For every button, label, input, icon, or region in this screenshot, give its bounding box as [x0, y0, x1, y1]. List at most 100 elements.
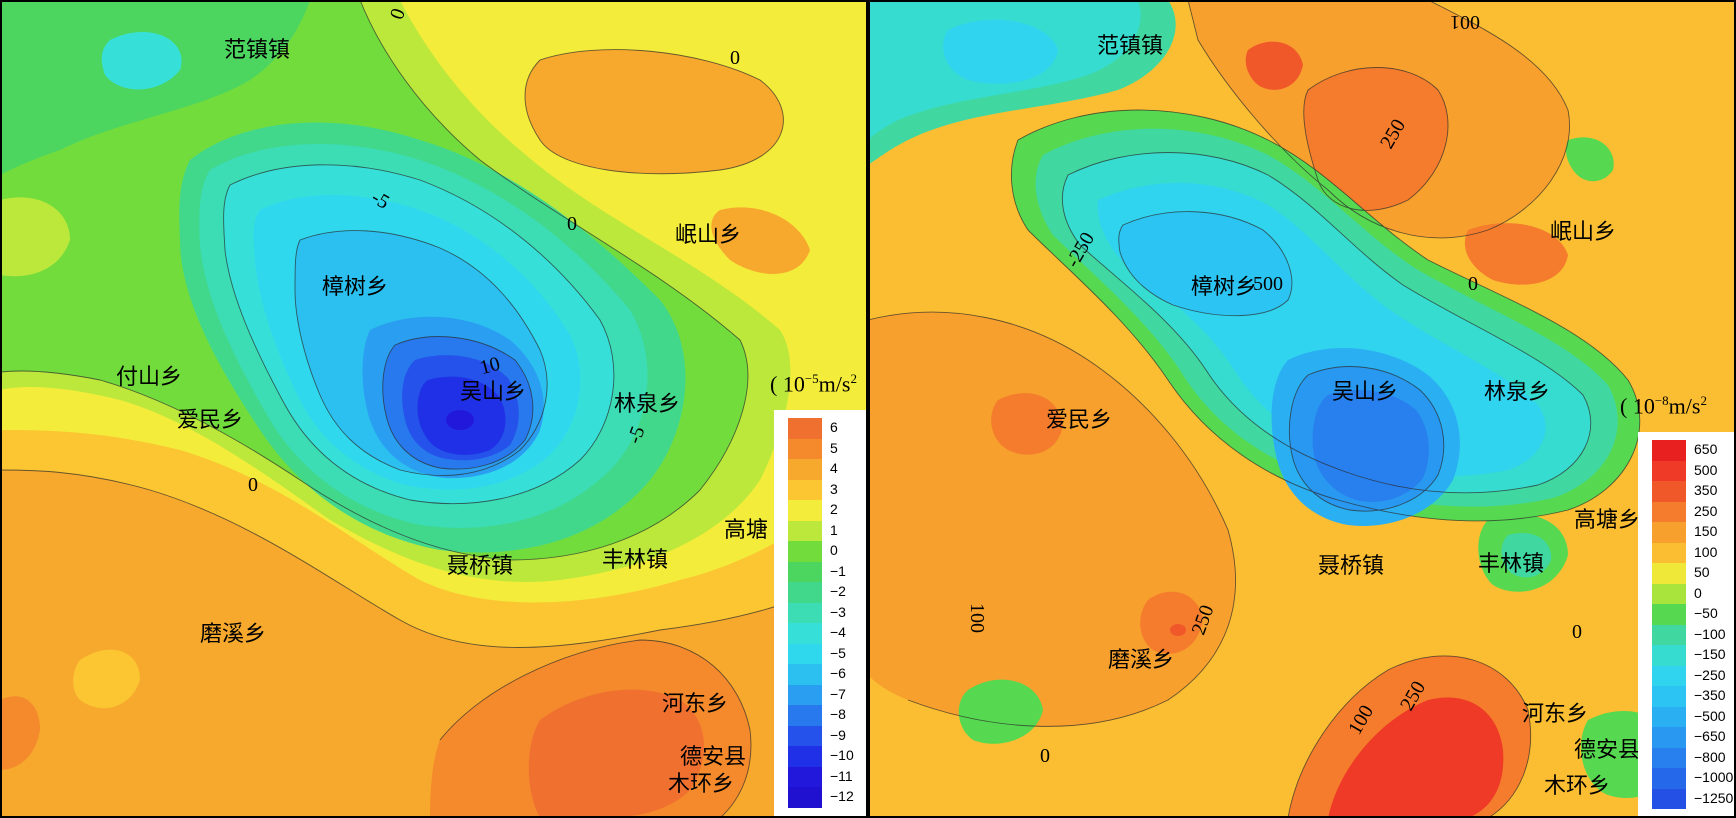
place-label: 河东乡: [1522, 702, 1589, 727]
place-label: 德安县: [1574, 738, 1641, 763]
legend-swatch: [788, 479, 822, 500]
contour-label: 0: [730, 47, 740, 69]
legend-tick-label: 3: [830, 480, 838, 497]
bouguer-gravity-map: 范镇镇 岷山乡 樟树乡 付山乡 爱民乡 吴山乡 林泉乡 高塘 聂桥镇 丰林镇 磨…: [0, 0, 868, 818]
legend-tick-label: −4: [830, 624, 846, 640]
legend-tick-label: 1: [830, 521, 838, 538]
color-legend: 650 500 350 250 150 100 50 0 −50 −100 −150 −250 −350…: [1638, 432, 1734, 816]
legend-tick-label: −1250: [1694, 789, 1734, 806]
right-contour-map: [868, 0, 1736, 818]
legend-swatch: [788, 520, 822, 541]
place-label: 爱民乡: [177, 408, 244, 433]
legend-tick-label: −8: [830, 706, 846, 722]
legend-swatch: [788, 664, 822, 685]
legend-swatch: [1652, 583, 1686, 604]
contour-label: 0: [1572, 621, 1582, 643]
legend-swatch: [788, 705, 822, 726]
legend-swatch: [788, 766, 822, 787]
legend-swatch: [788, 459, 822, 480]
place-label: 林泉乡: [614, 392, 681, 417]
legend-tick-label: 100: [1694, 543, 1718, 560]
legend-swatch: [1652, 706, 1686, 727]
legend-swatch: [788, 582, 822, 603]
place-label: 付山乡: [116, 365, 183, 390]
place-label: 磨溪乡: [1108, 648, 1175, 673]
legend-swatch: [1652, 665, 1686, 686]
unit-label: ( 10−5m/s2: [770, 371, 857, 397]
place-label: 岷山乡: [675, 223, 742, 248]
legend-swatch: [788, 746, 822, 767]
place-label: 高塘: [724, 518, 769, 543]
place-label: 木环乡: [1544, 774, 1611, 799]
legend-swatch: [788, 684, 822, 705]
legend-tick-label: −2: [830, 583, 846, 599]
legend-tick-label: 6: [830, 419, 838, 435]
place-label: 爱民乡: [1046, 408, 1113, 433]
legend-tick-label: −11: [830, 767, 853, 784]
legend-tick-label: 500: [1694, 461, 1718, 478]
place-label: 范镇镇: [224, 38, 291, 63]
color-legend: 6 5 4 3 2 1 0 −1 −2 −3 −4 −5 −6 −7 −8 −9 −10 −11 −12: [774, 410, 866, 816]
legend-tick-label: −5: [830, 644, 846, 661]
legend-tick-label: −12: [830, 788, 854, 804]
place-label: 范镇镇: [1097, 34, 1164, 59]
legend-tick-label: 250: [1694, 502, 1718, 519]
legend-swatch: [1652, 542, 1686, 563]
legend-swatch: [1652, 686, 1686, 707]
legend-swatch: [788, 541, 822, 562]
place-label: 吴山乡: [1332, 380, 1399, 405]
legend-tick-label: −10: [830, 747, 854, 763]
legend-swatch: [1652, 440, 1686, 461]
place-label: 林泉乡: [1484, 380, 1551, 405]
legend-tick-label: 5: [830, 439, 838, 456]
legend-tick-label: 0: [830, 542, 838, 558]
place-label: 德安县: [680, 745, 747, 770]
legend-swatch: [1652, 788, 1686, 809]
legend-swatch: [1652, 563, 1686, 584]
place-label: 樟树乡: [322, 275, 389, 300]
legend-tick-label: −3: [830, 603, 846, 620]
panel-divider: [866, 0, 869, 818]
legend-swatch: [788, 438, 822, 459]
place-label: 丰林镇: [602, 548, 669, 573]
place-label: 高塘乡: [1574, 508, 1641, 533]
legend-swatch: [1652, 481, 1686, 502]
legend-tick-label: 4: [830, 460, 838, 476]
place-label: 聂桥镇: [447, 554, 514, 579]
legend-swatch: [1652, 624, 1686, 645]
legend-tick-label: 350: [1694, 482, 1718, 498]
legend-swatch: [1652, 727, 1686, 748]
legend-swatch: [1652, 768, 1686, 789]
legend-swatch: [1652, 460, 1686, 481]
place-label: 丰林镇: [1478, 552, 1545, 577]
legend-tick-label: −1000: [1694, 769, 1734, 785]
legend-swatch: [788, 418, 822, 439]
legend-swatch: [1652, 501, 1686, 522]
legend-tick-label: −50: [1694, 605, 1718, 621]
place-label: 岷山乡: [1550, 220, 1617, 245]
residual-gravity-map: 范镇镇 岷山乡 樟树乡 爱民乡 吴山乡 林泉乡 高塘乡 聂桥镇 丰林镇 磨溪乡 …: [868, 0, 1736, 818]
place-label: 河东乡: [662, 692, 729, 717]
place-label: 聂桥镇: [1318, 554, 1385, 579]
place-label: 樟树乡: [1191, 275, 1258, 300]
legend-tick-label: −6: [830, 665, 846, 681]
place-label: 磨溪乡: [200, 622, 267, 647]
contour-label: 0: [248, 474, 258, 496]
legend-swatch: [788, 787, 822, 808]
legend-tick-label: −150: [1694, 646, 1726, 662]
legend-tick-label: −650: [1694, 728, 1726, 744]
left-contour-map: [0, 0, 868, 818]
legend-tick-label: −1: [830, 562, 846, 579]
legend-swatch: [788, 725, 822, 746]
contour-label: 0: [567, 213, 577, 235]
legend-tick-label: 2: [830, 501, 838, 517]
contour-label: 500: [1253, 273, 1283, 295]
place-label: 木环乡: [668, 772, 735, 797]
contour-label: 0: [1040, 745, 1050, 767]
contour-label: 0: [1468, 273, 1478, 295]
legend-swatch: [788, 602, 822, 623]
unit-label: ( 10−8m/s2: [1620, 393, 1707, 419]
legend-tick-label: 650: [1694, 441, 1718, 457]
legend-tick-label: −9: [830, 726, 846, 743]
legend-tick-label: 150: [1694, 523, 1718, 539]
